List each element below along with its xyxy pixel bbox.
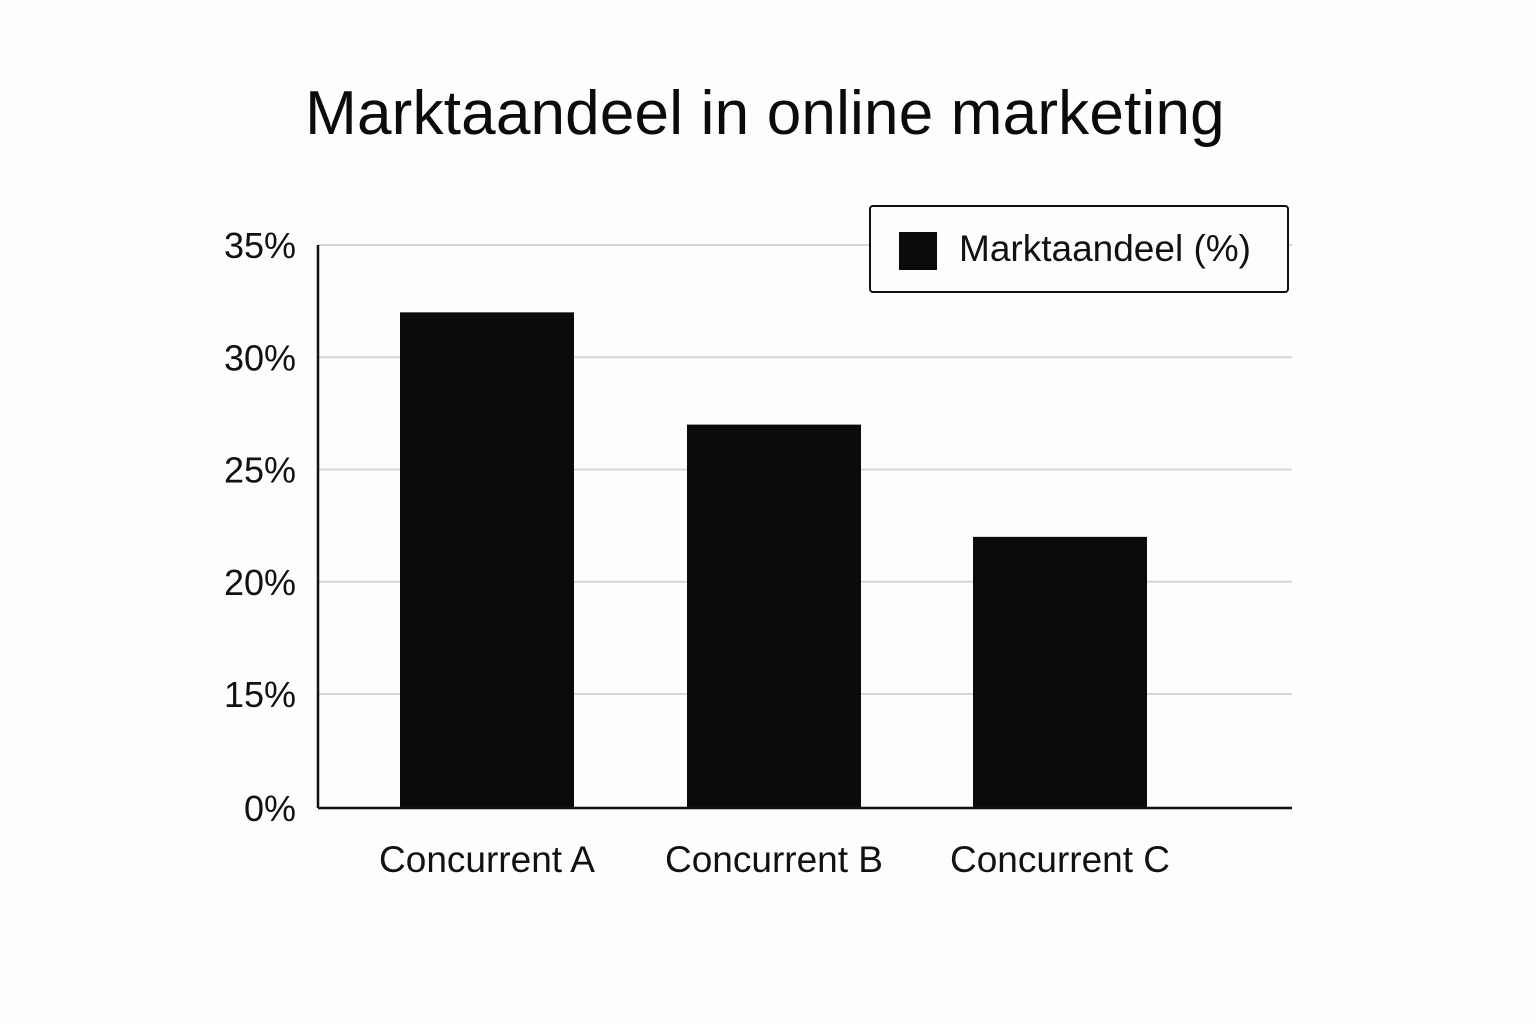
axes [316,245,1292,810]
bars [400,312,1147,808]
chart-title: Marktaandeel in online marketing [305,79,1225,148]
bar-concurrent-a [400,312,574,808]
legend: Marktaandeel (%) [869,205,1289,293]
y-tick-label: 35% [224,225,296,266]
y-tick-label: 0% [244,788,296,829]
y-tick-label: 20% [224,562,296,603]
legend-swatch [899,232,937,270]
legend-label: Marktaandeel (%) [959,228,1252,269]
x-tick-label: Concurrent B [665,839,883,880]
bar-concurrent-c [973,536,1147,808]
y-tick-label: 25% [224,450,296,491]
y-tick-label: 30% [224,337,296,378]
y-tick-label: 15% [224,674,296,715]
bar-concurrent-b [687,424,861,808]
tick-labels: 0% 15% 20% 25% 30% 35% Concurrent A Concurrent … [224,225,1170,880]
x-tick-label: Concurrent A [379,839,595,880]
x-tick-label: Concurrent C [950,839,1170,880]
